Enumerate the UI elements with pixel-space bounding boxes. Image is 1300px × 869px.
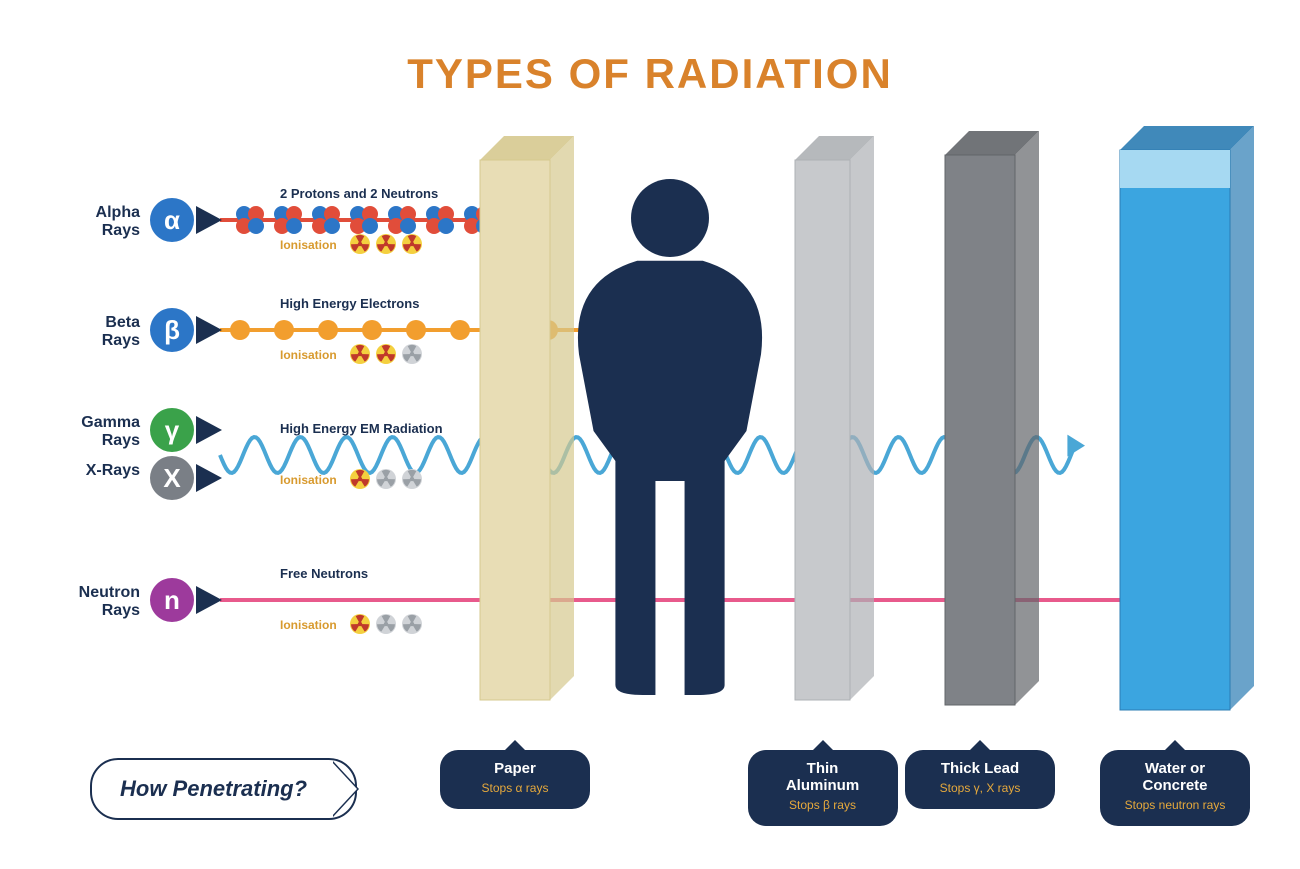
- barrier-label-lead: Thick Lead Stops γ, X rays: [905, 750, 1055, 809]
- ionisation-label-neutron: Ionisation: [280, 618, 337, 632]
- ray-symbol-beta: β: [150, 308, 194, 352]
- barrier-title-water: Water or Concrete: [1114, 760, 1236, 794]
- ray-description-beta: High Energy Electrons: [280, 296, 419, 311]
- ray-arrow-beta: [196, 316, 222, 344]
- barrier-title-lead: Thick Lead: [919, 760, 1041, 777]
- ray-description-alpha: 2 Protons and 2 Neutrons: [280, 186, 438, 201]
- barrier-subtitle-aluminum: Stops β rays: [762, 798, 884, 812]
- ray-label-beta: BetaRays: [60, 314, 140, 349]
- ray-description-neutron: Free Neutrons: [280, 566, 368, 581]
- ray-symbol-neutron: n: [150, 578, 194, 622]
- barrier-label-water: Water or Concrete Stops neutron rays: [1100, 750, 1250, 826]
- ray-label-alpha: AlphaRays: [60, 204, 140, 239]
- ray-symbol-gamma: γ: [150, 408, 194, 452]
- ray-symbol-alpha: α: [150, 198, 194, 242]
- barrier-subtitle-water: Stops neutron rays: [1114, 798, 1236, 812]
- barrier-label-paper: Paper Stops α rays: [440, 750, 590, 809]
- ionisation-label-gamma: Ionisation: [280, 473, 337, 487]
- ionisation-label-beta: Ionisation: [280, 348, 337, 362]
- how-penetrating-box: How Penetrating?: [90, 758, 357, 820]
- ray-symbol-xray: X: [150, 456, 194, 500]
- ray-label-xray: X-Rays: [60, 462, 140, 480]
- barrier-label-aluminum: ThinAluminum Stops β rays: [748, 750, 898, 826]
- barrier-subtitle-paper: Stops α rays: [454, 781, 576, 795]
- ray-arrow-xray: [196, 464, 222, 492]
- barrier-subtitle-lead: Stops γ, X rays: [919, 781, 1041, 795]
- diagram-stage: AlphaRays α 2 Protons and 2 Neutrons Ionisa…: [0, 0, 1300, 869]
- barrier-title-paper: Paper: [454, 760, 576, 777]
- ray-arrow-gamma: [196, 416, 222, 444]
- ray-arrow-neutron: [196, 586, 222, 614]
- barrier-title-aluminum: ThinAluminum: [762, 760, 884, 794]
- ray-description-gamma: High Energy EM Radiation: [280, 421, 443, 436]
- ionisation-label-alpha: Ionisation: [280, 238, 337, 252]
- ray-arrow-alpha: [196, 206, 222, 234]
- ray-label-gamma: GammaRays: [60, 414, 140, 449]
- ray-label-neutron: NeutronRays: [60, 584, 140, 619]
